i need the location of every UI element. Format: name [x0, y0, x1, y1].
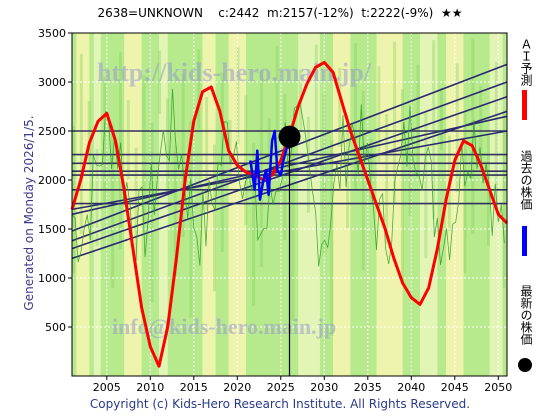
texture-column — [330, 140, 334, 336]
x-tick-label: 2050 — [484, 381, 512, 394]
x-tick-label: 2020 — [223, 381, 251, 394]
legend-ai-swatch — [522, 90, 527, 120]
texture-column — [479, 86, 483, 165]
background-band — [124, 33, 142, 376]
texture-column — [385, 114, 389, 243]
texture-column — [95, 149, 99, 246]
texture-column — [173, 146, 177, 276]
texture-column — [416, 64, 420, 177]
texture-column — [79, 53, 83, 235]
texture-column — [400, 89, 404, 286]
legend-past-label: 過去の株価 — [519, 150, 533, 210]
background-band — [76, 33, 90, 376]
x-tick-label: 2015 — [180, 381, 208, 394]
generated-date-note: Generated on Monday 2026/1/5. — [22, 115, 36, 311]
texture-column — [205, 96, 209, 210]
texture-column — [165, 98, 169, 195]
texture-column — [118, 52, 122, 250]
texture-column — [142, 75, 146, 222]
texture-column — [369, 138, 373, 201]
texture-column — [181, 73, 185, 237]
legend-latest-label: 最新の株価 — [519, 285, 533, 345]
watermark-mail: info@kids-hero.main.jp — [112, 314, 336, 339]
texture-column — [111, 124, 115, 288]
texture-column — [189, 121, 193, 318]
background-band — [376, 33, 403, 376]
background-band — [420, 33, 438, 376]
past-price-line — [249, 129, 291, 201]
texture-column — [267, 118, 271, 198]
texture-column — [408, 137, 412, 216]
texture-column — [236, 47, 240, 145]
texture-line — [71, 88, 505, 267]
texture-column — [212, 144, 216, 291]
x-tick-label: 2040 — [397, 381, 425, 394]
y-tick-label: 1000 — [38, 272, 66, 285]
y-tick-label: 500 — [45, 321, 66, 334]
texture-column — [291, 141, 295, 321]
texture-column — [361, 90, 365, 271]
background-band — [446, 33, 464, 376]
watermark-url: http://kids-hero.main.jp/ — [97, 58, 372, 87]
latest-price-marker — [278, 125, 301, 148]
texture-column — [424, 112, 428, 258]
x-tick-label: 2030 — [310, 381, 338, 394]
texture-column — [244, 95, 248, 226]
texture-column — [220, 72, 224, 252]
y-tick-label: 2000 — [38, 174, 66, 187]
plot-frame — [71, 32, 508, 377]
texture-column — [158, 50, 162, 114]
x-tick-label: 2025 — [267, 381, 295, 394]
background-band — [298, 33, 320, 376]
x-tick-label: 2010 — [136, 381, 164, 394]
texture-column — [150, 123, 154, 303]
texture-column — [87, 101, 91, 165]
texture-column — [494, 61, 498, 207]
y-tick-label: 2500 — [38, 125, 66, 138]
chart-header: 2638=UNKNOWN c:2442 m:2157(-12%) t:2222(… — [97, 6, 463, 20]
x-tick-label: 2005 — [93, 381, 121, 394]
texture-column — [126, 99, 130, 180]
x-tick-label: 2035 — [354, 381, 382, 394]
texture-column — [432, 40, 436, 220]
texture-column — [197, 49, 201, 130]
texture-column — [463, 111, 467, 273]
background-band — [228, 33, 246, 376]
texture-column — [502, 109, 506, 288]
y-tick-label: 1500 — [38, 223, 66, 236]
legend-latest-dot — [518, 358, 532, 372]
legend-ai-label: ＡＩ予測 — [519, 38, 533, 86]
y-tick-label: 3500 — [38, 27, 66, 40]
copyright-footer: Copyright (c) Kids-Hero Research Institu… — [89, 397, 471, 411]
texture-column — [338, 67, 342, 147]
legend-past-swatch — [522, 226, 527, 256]
background-band — [202, 33, 216, 376]
x-tick-label: 2045 — [441, 381, 469, 394]
texture-column — [306, 117, 310, 213]
texture-column — [275, 46, 279, 160]
texture-column — [353, 43, 357, 190]
texture-column — [252, 143, 256, 306]
texture-column — [259, 70, 263, 267]
texture-column — [103, 76, 107, 207]
texture-column — [314, 44, 318, 175]
background-band — [159, 33, 168, 376]
y-tick-label: 3000 — [38, 76, 66, 89]
